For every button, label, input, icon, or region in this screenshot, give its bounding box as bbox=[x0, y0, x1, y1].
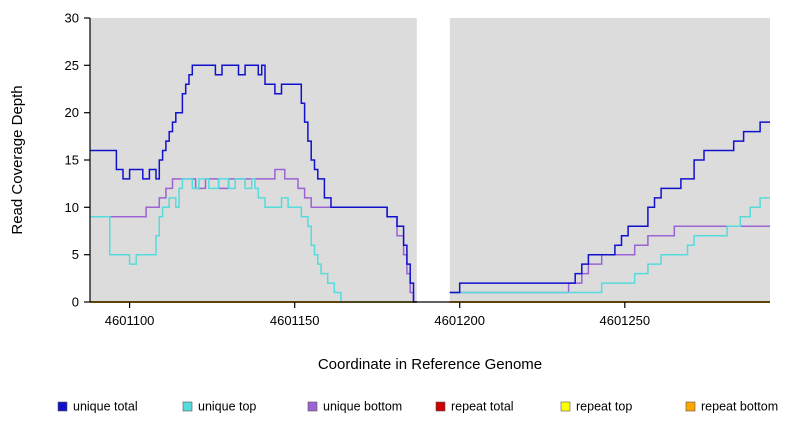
y-tick-label: 10 bbox=[65, 200, 79, 215]
series-line-unique-top bbox=[90, 178, 417, 303]
y-tick-label: 0 bbox=[72, 295, 79, 310]
x-tick-label: 4601250 bbox=[599, 313, 650, 328]
legend-label-unique-bottom: unique bottom bbox=[323, 400, 402, 414]
y-axis-title: Read Coverage Depth bbox=[9, 85, 26, 234]
legend-swatch-unique-total bbox=[57, 401, 68, 412]
legend-swatch-repeat-top bbox=[560, 401, 571, 412]
legend-swatch-unique-top bbox=[182, 401, 193, 412]
legend-label-repeat-bottom: repeat bottom bbox=[701, 400, 778, 414]
legend-swatch-repeat-bottom bbox=[685, 401, 696, 412]
series-line-unique-top bbox=[449, 197, 770, 294]
legend-label-repeat-top: repeat top bbox=[576, 400, 632, 414]
y-tick-label: 15 bbox=[65, 153, 79, 168]
series-line-unique-total bbox=[449, 121, 770, 294]
y-tick-label: 5 bbox=[72, 247, 79, 262]
x-tick-label: 4601200 bbox=[434, 313, 485, 328]
x-axis-title: Coordinate in Reference Genome bbox=[318, 356, 542, 373]
legend-label-repeat-total: repeat total bbox=[451, 400, 514, 414]
x-tick-label: 4601100 bbox=[105, 313, 155, 328]
legend-swatch-repeat-total bbox=[435, 401, 446, 412]
legend-label-unique-top: unique top bbox=[198, 400, 256, 414]
y-tick-label: 20 bbox=[65, 105, 79, 120]
legend-swatch-unique-bottom bbox=[307, 401, 318, 412]
legend-label-unique-total: unique total bbox=[73, 400, 138, 414]
series-line-unique-bottom bbox=[90, 168, 417, 303]
y-tick-label: 25 bbox=[65, 58, 79, 73]
x-tick-label: 4601150 bbox=[270, 313, 320, 328]
series-line-unique-total bbox=[90, 64, 417, 303]
y-tick-label: 30 bbox=[65, 11, 79, 26]
coverage-gap-region bbox=[416, 18, 450, 302]
